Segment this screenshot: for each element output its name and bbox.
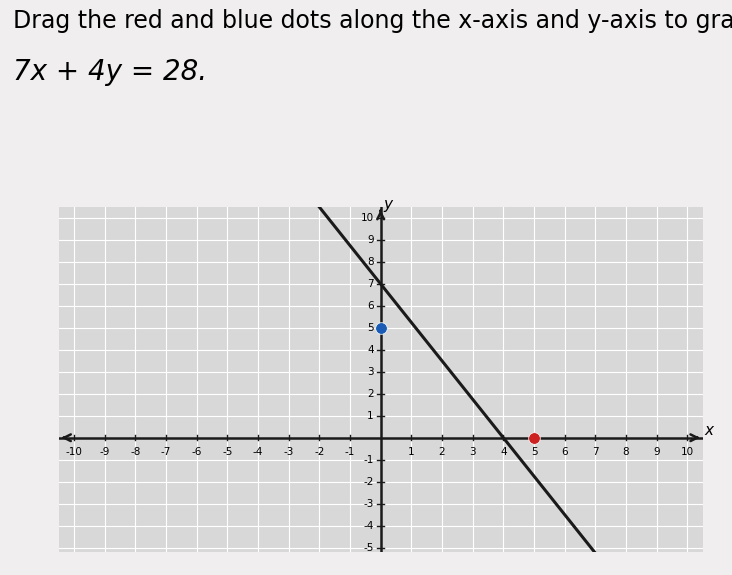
Text: 9: 9 — [654, 447, 660, 457]
Text: -3: -3 — [364, 499, 374, 509]
Text: 3: 3 — [367, 367, 374, 377]
Text: 4: 4 — [500, 447, 507, 457]
Text: -8: -8 — [130, 447, 141, 457]
Text: y: y — [384, 197, 393, 212]
Text: 4: 4 — [367, 345, 374, 355]
Text: -6: -6 — [191, 447, 202, 457]
Text: -2: -2 — [314, 447, 324, 457]
Text: 2: 2 — [367, 389, 374, 399]
Text: 5: 5 — [367, 323, 374, 333]
Point — [529, 433, 540, 442]
Text: -4: -4 — [364, 520, 374, 531]
Text: -1: -1 — [364, 455, 374, 465]
Text: x: x — [704, 423, 714, 438]
Text: 1: 1 — [408, 447, 414, 457]
Text: 10: 10 — [361, 213, 374, 223]
Text: 10: 10 — [681, 447, 694, 457]
Text: 1: 1 — [367, 411, 374, 421]
Text: 7x + 4y = 28.: 7x + 4y = 28. — [13, 58, 207, 86]
Text: -2: -2 — [364, 477, 374, 486]
Text: -1: -1 — [345, 447, 355, 457]
Text: 8: 8 — [367, 257, 374, 267]
Text: -5: -5 — [222, 447, 233, 457]
Text: -10: -10 — [65, 447, 82, 457]
Text: 7: 7 — [592, 447, 599, 457]
Text: 8: 8 — [623, 447, 630, 457]
Text: -4: -4 — [253, 447, 263, 457]
Text: 6: 6 — [561, 447, 568, 457]
Text: 5: 5 — [531, 447, 537, 457]
Text: -3: -3 — [283, 447, 294, 457]
Text: 3: 3 — [469, 447, 476, 457]
Text: -5: -5 — [364, 543, 374, 553]
Text: 7: 7 — [367, 279, 374, 289]
Text: Drag the red and blue dots along the x-axis and y-axis to graph: Drag the red and blue dots along the x-a… — [13, 9, 732, 33]
Text: -9: -9 — [100, 447, 110, 457]
Text: 6: 6 — [367, 301, 374, 311]
Text: 2: 2 — [438, 447, 445, 457]
Text: -7: -7 — [161, 447, 171, 457]
Point — [375, 323, 386, 332]
Text: 9: 9 — [367, 235, 374, 245]
